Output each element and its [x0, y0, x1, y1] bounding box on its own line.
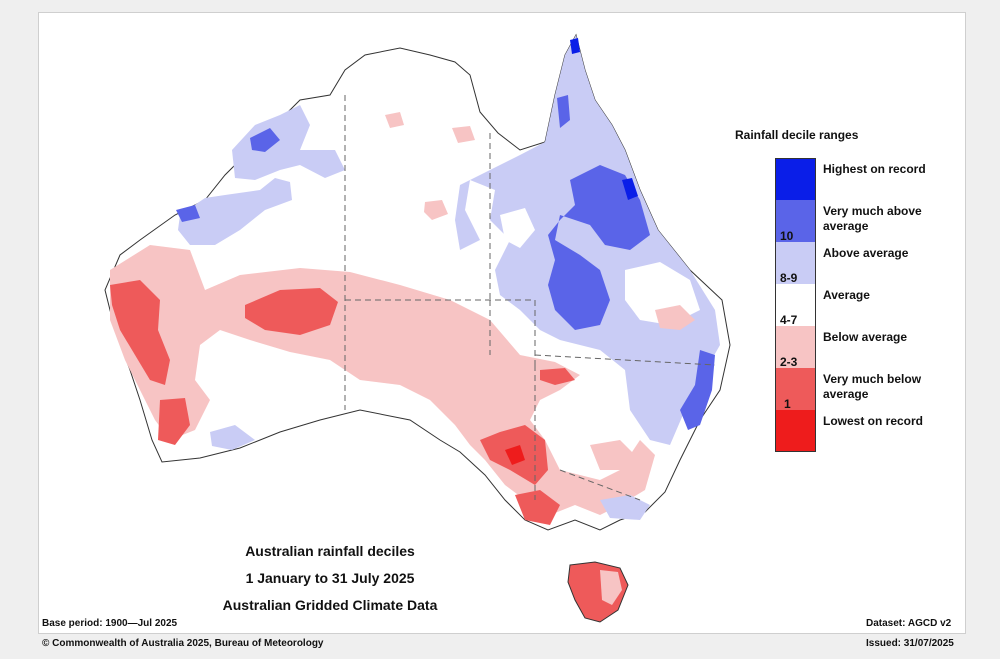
below-average-top-end — [385, 112, 404, 128]
legend-row: Average — [775, 284, 950, 326]
legend-swatch — [775, 242, 816, 284]
legend-row: Lowest on record — [775, 410, 950, 452]
very-much-above-pilbara — [176, 205, 200, 222]
legend: Highest on record Very much above average… — [775, 158, 950, 452]
legend-swatch — [775, 284, 816, 326]
above-average-east — [455, 35, 720, 445]
issued-date: Issued: 31/07/2025 — [866, 638, 954, 649]
range-label-4-7: 4-7 — [780, 313, 798, 327]
range-label-1: 1 — [784, 397, 791, 411]
legend-swatch — [775, 158, 816, 200]
below-average-arnhem — [452, 126, 475, 143]
highest-on-record-qld — [622, 178, 638, 200]
legend-label: Very much below average — [823, 372, 922, 401]
legend-swatch — [775, 200, 816, 242]
range-label-10: 10 — [780, 229, 794, 243]
very-much-below-central — [245, 288, 338, 335]
tasmania-below-average — [600, 570, 622, 605]
legend-row: Below average — [775, 326, 950, 368]
legend-row: Above average — [775, 242, 950, 284]
copyright: © Commonwealth of Australia 2025, Bureau… — [42, 638, 324, 649]
above-average-south-wa — [210, 425, 255, 450]
legend-label: Highest on record — [823, 162, 926, 176]
legend-swatch — [775, 326, 816, 368]
legend-swatch — [775, 368, 816, 410]
dataset-label: Dataset: AGCD v2 — [866, 618, 952, 629]
highest-on-record-north — [570, 38, 580, 54]
legend-title: Rainfall decile ranges — [735, 128, 859, 142]
very-much-above-north-qld — [557, 95, 570, 128]
range-label-8-9: 8-9 — [780, 271, 798, 285]
very-much-below-west — [110, 280, 170, 385]
range-label-2-3: 2-3 — [780, 355, 798, 369]
legend-row: Very much below average — [775, 368, 950, 410]
very-much-below-southwest — [158, 398, 190, 445]
map-title-line1: Australian rainfall deciles — [245, 543, 415, 559]
above-average-pilbara — [178, 178, 292, 245]
very-much-above-qld — [548, 165, 650, 330]
base-period: Base period: 1900—Jul 2025 — [42, 618, 178, 629]
lowest-on-record-sa — [505, 445, 525, 465]
above-average-victoria — [600, 495, 650, 520]
legend-row: Very much above average — [775, 200, 950, 242]
map-title-line3: Australian Gridded Climate Data — [222, 597, 438, 613]
very-much-below-victoria — [515, 490, 560, 525]
legend-row: Highest on record — [775, 158, 950, 200]
below-average-nt-dot — [424, 200, 448, 220]
very-much-below-sa-east — [540, 368, 575, 385]
map-title-line2: 1 January to 31 July 2025 — [245, 570, 415, 586]
legend-swatch — [775, 410, 816, 452]
average-region-qld-north — [500, 208, 535, 248]
legend-label: Average — [823, 288, 870, 302]
legend-label: Above average — [823, 246, 909, 260]
legend-label: Very much above average — [823, 204, 922, 233]
legend-label: Lowest on record — [823, 414, 924, 428]
state-borders — [344, 95, 716, 501]
very-much-above-kimberley — [250, 128, 280, 152]
below-average-nsw — [590, 440, 635, 470]
legend-label: Below average — [823, 330, 908, 344]
above-average-kimberley — [232, 105, 345, 180]
very-much-above-nsw — [680, 350, 715, 430]
below-average-qld-east — [655, 305, 695, 330]
